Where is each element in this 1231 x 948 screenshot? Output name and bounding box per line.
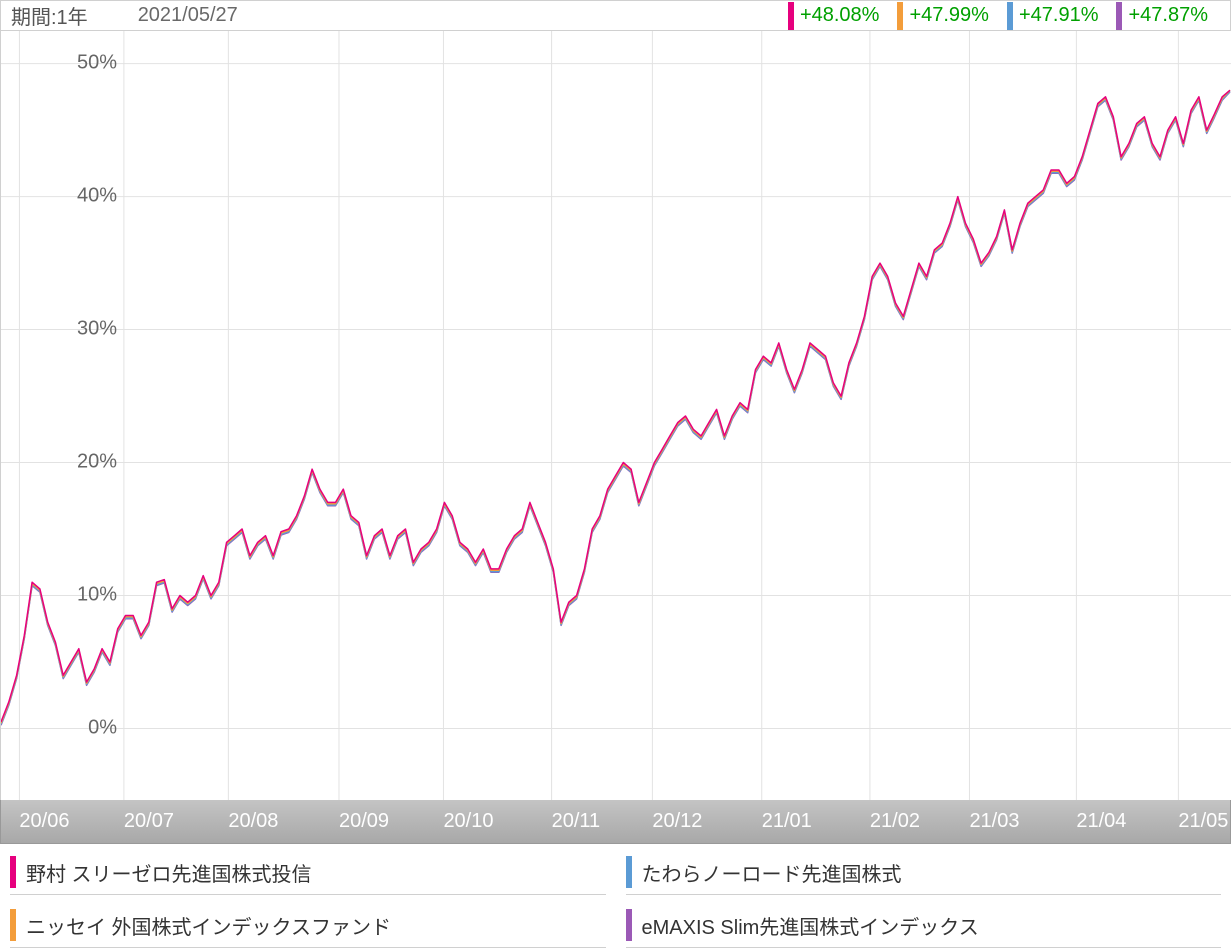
x-tick-label: 20/09 [339,810,389,833]
x-tick-label: 21/02 [870,810,920,833]
y-tick-label: 10% [77,583,117,606]
legend-text-3: eMAXIS Slim先進国株式インデックス [642,911,979,940]
x-tick-label: 20/11 [552,810,601,833]
x-tick-label: 21/01 [762,810,812,833]
date-label: 2021/05/27 [138,4,238,27]
chart-container: 期間:1年 2021/05/27 +48.08% +47.99% +47.91%… [0,0,1231,947]
perf-value-0: +48.08% [800,4,880,27]
perf-marker-1 [897,2,903,30]
legend-text-1: たわらノーロード先進国株式 [642,858,902,887]
legend-marker-0 [10,856,16,888]
y-tick-label: 20% [77,450,117,473]
plot-svg [1,31,1231,801]
plot-area [0,30,1231,800]
x-tick-label: 20/12 [652,810,702,833]
performance-values: +48.08% +47.99% +47.91% +47.87% [788,2,1208,30]
x-axis-band: 20/06 20/07 20/08 20/09 20/10 20/11 20/12 21/01… [0,800,1231,844]
chart-header: 期間:1年 2021/05/27 +48.08% +47.99% +47.91%… [0,0,1231,30]
y-tick-label: 0% [88,716,117,739]
legend-item-1: たわらノーロード先進国株式 [626,850,1222,895]
y-tick-label: 50% [77,51,117,74]
legend-marker-3 [626,909,632,941]
x-tick-label: 21/05 [1178,810,1228,833]
legend-text-2: ニッセイ 外国株式インデックスファンド [26,911,391,940]
perf-value-2: +47.91% [1019,4,1099,27]
perf-item-3: +47.87% [1116,2,1208,30]
legend-item-0: 野村 スリーゼロ先進国株式投信 [10,850,606,895]
x-tick-label: 20/06 [19,810,69,833]
perf-item-1: +47.99% [897,2,989,30]
perf-marker-0 [788,2,794,30]
legend-item-2: ニッセイ 外国株式インデックスファンド [10,903,606,948]
legend-item-3: eMAXIS Slim先進国株式インデックス [626,903,1222,948]
perf-item-2: +47.91% [1007,2,1099,30]
legend-area: 野村 スリーゼロ先進国株式投信 たわらノーロード先進国株式 ニッセイ 外国株式イ… [10,850,1221,948]
perf-value-3: +47.87% [1128,4,1208,27]
legend-marker-1 [626,856,632,888]
legend-text-0: 野村 スリーゼロ先進国株式投信 [26,858,312,887]
x-tick-label: 21/04 [1076,810,1126,833]
x-tick-label: 20/10 [443,810,493,833]
y-tick-label: 40% [77,184,117,207]
x-tick-label: 20/07 [124,810,174,833]
perf-marker-3 [1116,2,1122,30]
y-tick-label: 30% [77,317,117,340]
period-label: 期間:1年 [11,1,88,30]
perf-marker-2 [1007,2,1013,30]
perf-item-0: +48.08% [788,2,880,30]
x-tick-label: 20/08 [228,810,278,833]
perf-value-1: +47.99% [909,4,989,27]
x-tick-label: 21/03 [969,810,1019,833]
legend-marker-2 [10,909,16,941]
